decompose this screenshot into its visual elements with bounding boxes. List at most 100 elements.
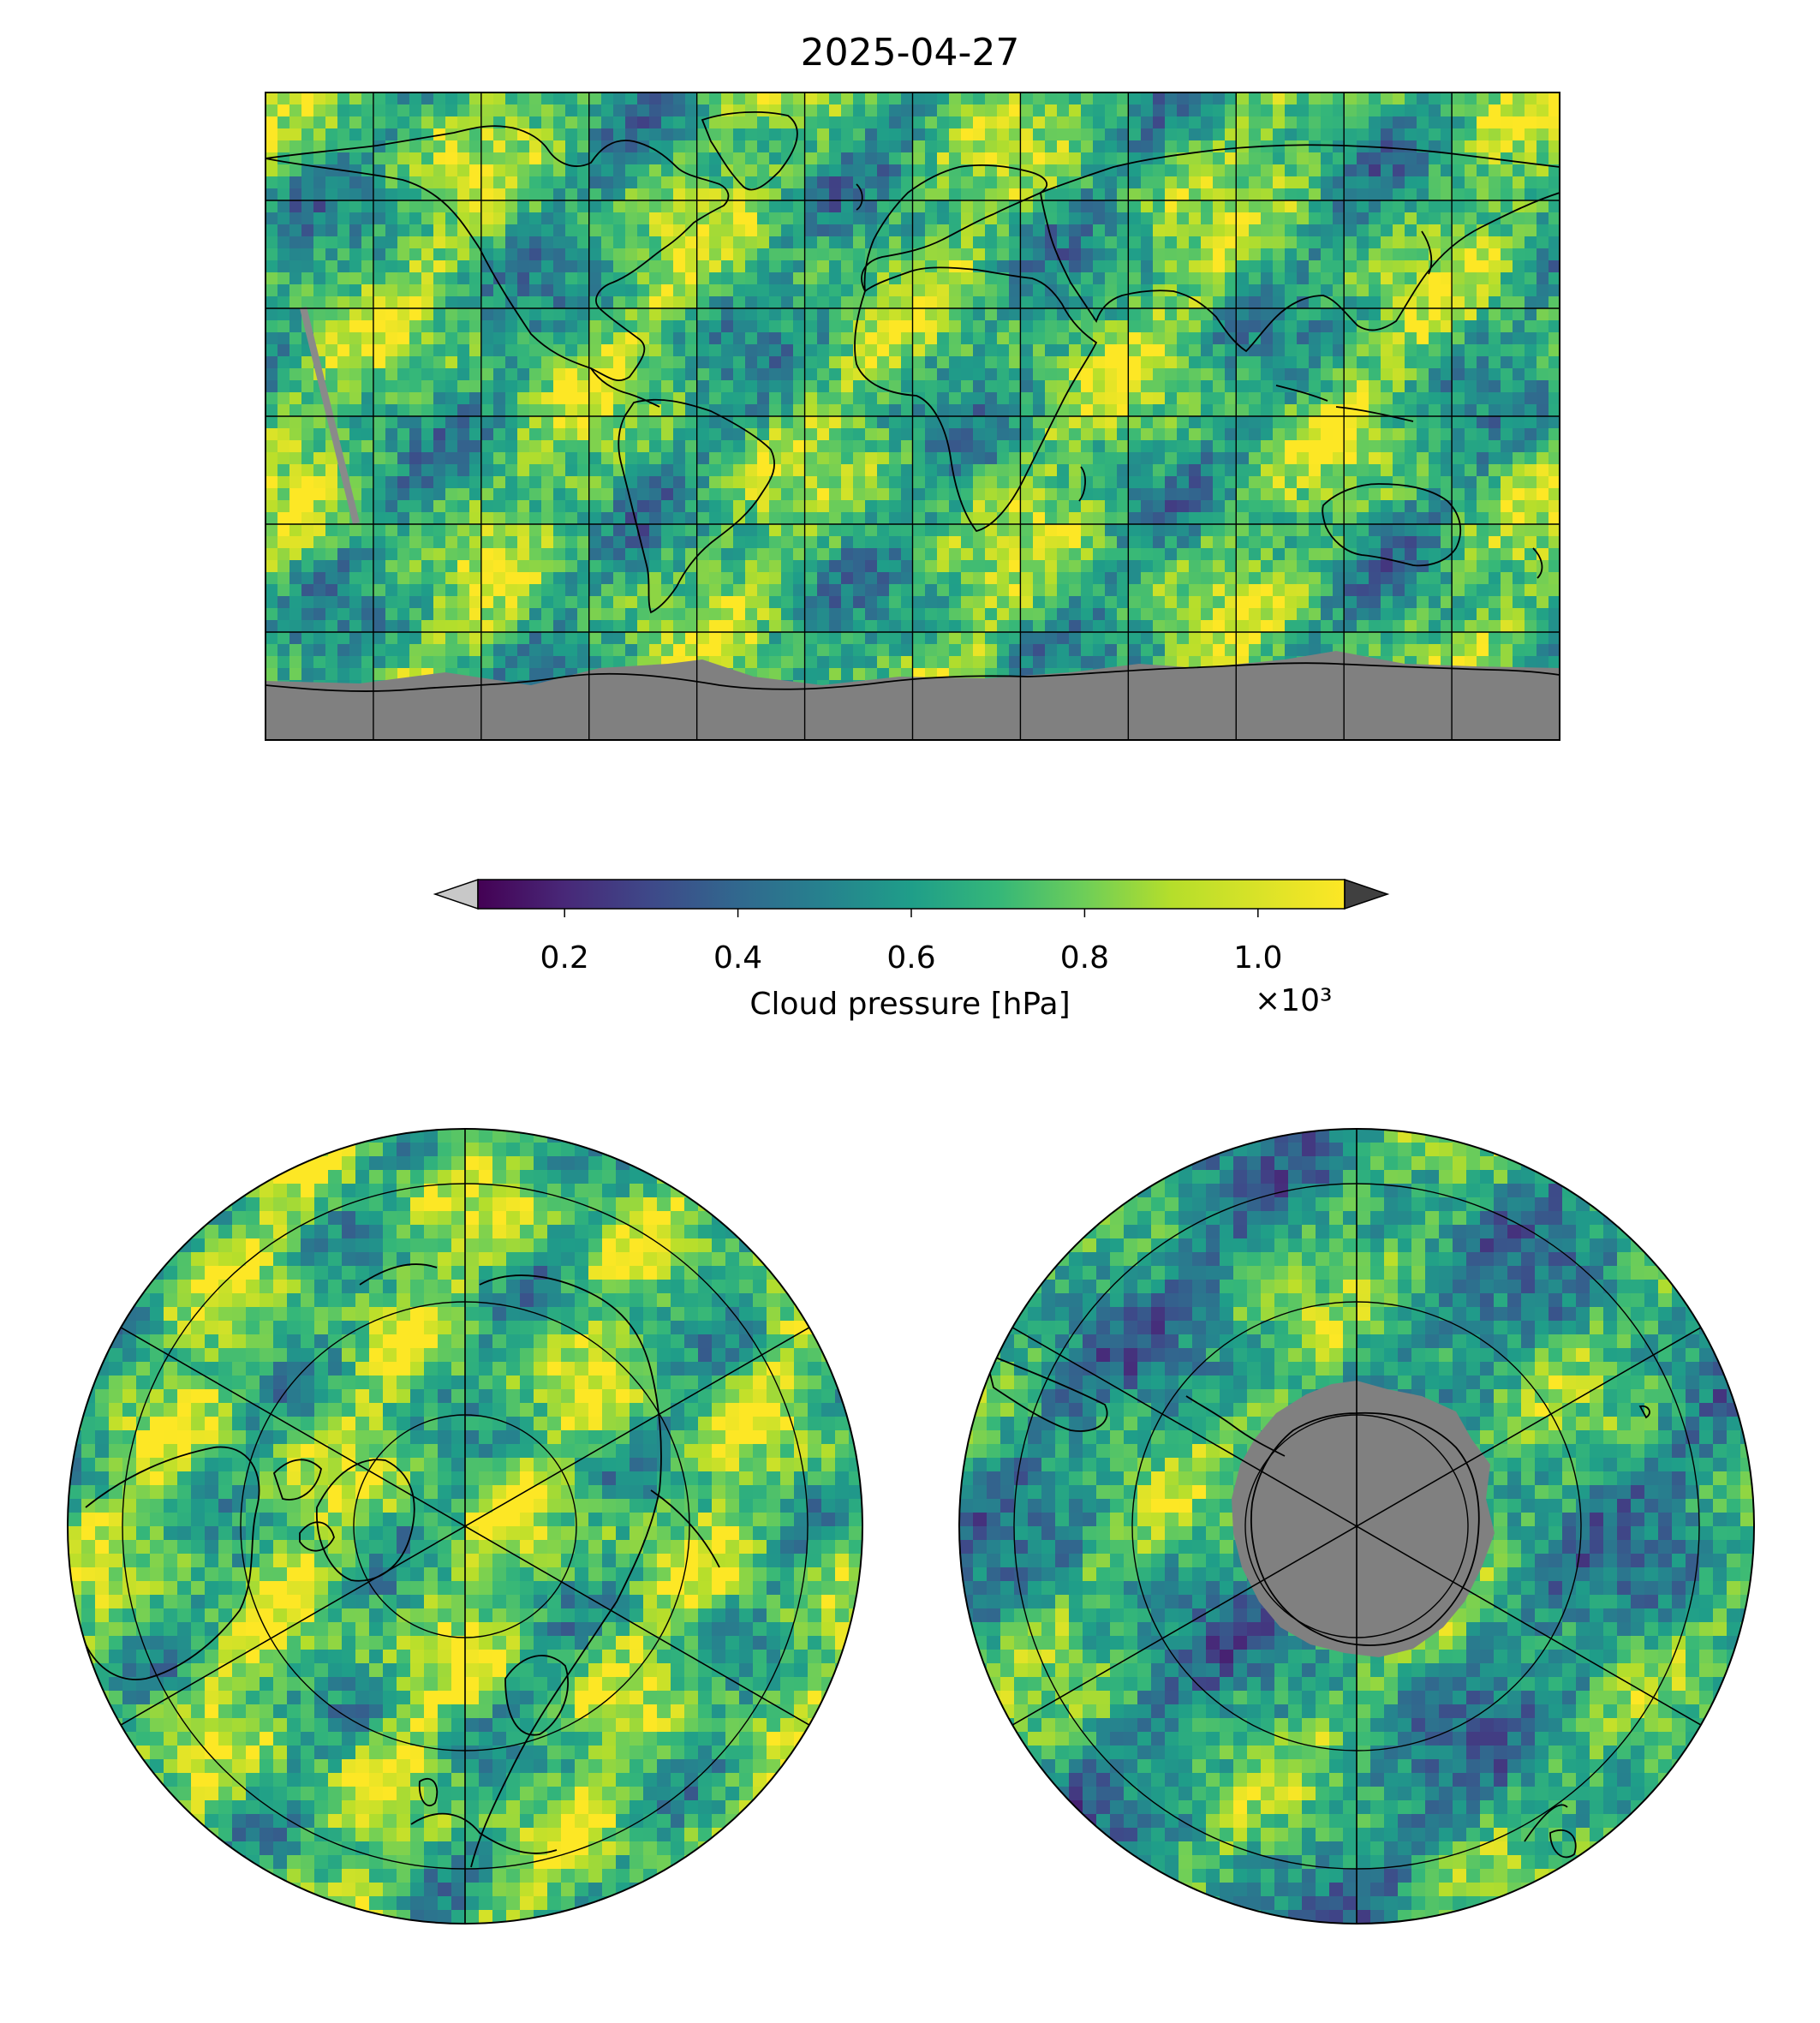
cloud-pixel xyxy=(1249,332,1262,345)
cloud-pixel xyxy=(1321,596,1334,609)
cloud-pixel xyxy=(1141,128,1154,141)
cloud-pixel xyxy=(409,236,422,249)
cloud-pixel xyxy=(1429,284,1441,297)
cloud-pixel xyxy=(1009,560,1022,573)
cloud-pixel xyxy=(781,224,794,237)
cloud-pixel xyxy=(913,116,926,129)
cloud-pixel xyxy=(1309,296,1322,309)
cloud-pixel xyxy=(829,512,842,525)
cloud-pixel xyxy=(1333,608,1346,621)
cloud-pixel xyxy=(1033,392,1046,405)
cloud-pixel xyxy=(433,260,446,273)
cloud-pixel xyxy=(745,284,758,297)
cloud-pixel xyxy=(565,284,578,297)
cloud-pixel xyxy=(1357,92,1369,105)
cloud-pixel xyxy=(397,464,410,477)
cloud-pixel xyxy=(673,128,686,141)
cloud-pixel xyxy=(601,500,614,513)
cloud-pixel xyxy=(817,236,830,249)
cloud-pixel xyxy=(853,212,866,225)
cloud-pixel xyxy=(1249,104,1262,117)
cloud-pixel xyxy=(1117,500,1130,513)
cloud-pixel xyxy=(757,236,770,249)
cloud-pixel xyxy=(913,416,926,429)
cloud-pixel xyxy=(565,248,578,261)
cloud-pixel xyxy=(1165,632,1178,645)
cloud-pixel xyxy=(1117,92,1130,105)
cloud-pixel xyxy=(757,608,770,621)
cloud-pixel xyxy=(481,632,494,645)
cloud-pixel xyxy=(313,176,326,189)
cloud-pixel xyxy=(877,596,890,609)
cloud-pixel xyxy=(625,476,638,489)
cloud-pixel xyxy=(697,572,710,585)
cloud-pixel xyxy=(433,440,446,453)
cloud-pixel xyxy=(745,224,758,237)
cloud-pixel xyxy=(1513,416,1525,429)
cloud-pixel xyxy=(289,356,302,369)
cloud-pixel xyxy=(1501,116,1513,129)
cloud-pixel xyxy=(1381,200,1393,213)
cloud-pixel xyxy=(673,212,686,225)
cloud-pixel xyxy=(1165,272,1178,285)
cloud-pixel xyxy=(337,344,350,357)
cloud-pixel xyxy=(1477,548,1489,561)
cloud-pixel xyxy=(1429,188,1441,201)
cloud-pixel xyxy=(325,296,338,309)
cloud-pixel xyxy=(541,332,554,345)
cloud-pixel xyxy=(697,608,710,621)
cloud-pixel xyxy=(1309,164,1322,177)
cloud-pixel xyxy=(1129,536,1142,549)
cloud-pixel xyxy=(577,236,590,249)
cloud-pixel xyxy=(469,608,482,621)
cloud-pixel xyxy=(1429,476,1441,489)
cloud-pixel xyxy=(313,452,326,465)
cloud-pixel xyxy=(1489,344,1501,357)
cloud-pixel xyxy=(685,440,698,453)
cloud-pixel xyxy=(1021,488,1034,501)
cloud-pixel xyxy=(1441,404,1453,417)
cloud-pixel xyxy=(577,428,590,441)
cloud-pixel xyxy=(841,296,854,309)
cloud-pixel xyxy=(385,524,398,537)
cloud-pixel xyxy=(1261,188,1274,201)
cloud-pixel xyxy=(841,584,854,597)
cloud-pixel xyxy=(1309,152,1322,165)
cloud-pixel xyxy=(1285,632,1298,645)
cloud-pixel xyxy=(301,176,314,189)
cloud-pixel xyxy=(1117,464,1130,477)
cloud-pixel xyxy=(937,284,950,297)
cloud-pixel xyxy=(1393,164,1405,177)
cloud-pixel xyxy=(1045,620,1058,633)
cloud-pixel xyxy=(397,488,410,501)
cloud-pixel xyxy=(793,212,806,225)
cloud-pixel xyxy=(1273,140,1286,153)
cloud-pixel xyxy=(685,512,698,525)
cloud-pixel xyxy=(1369,632,1381,645)
cloud-pixel xyxy=(541,500,554,513)
cloud-pixel xyxy=(433,344,446,357)
cloud-pixel xyxy=(1417,332,1429,345)
cloud-pixel xyxy=(1333,356,1346,369)
cloud-pixel xyxy=(865,560,878,573)
cloud-pixel xyxy=(1057,428,1070,441)
cloud-pixel xyxy=(553,404,566,417)
cloud-pixel xyxy=(1381,572,1393,585)
cloud-pixel xyxy=(517,428,530,441)
cloud-pixel xyxy=(973,332,986,345)
cloud-pixel xyxy=(553,440,566,453)
cloud-pixel xyxy=(529,248,542,261)
cloud-pixel xyxy=(1381,596,1393,609)
cloud-pixel xyxy=(925,548,938,561)
cloud-pixel xyxy=(1441,152,1453,165)
cloud-pixel xyxy=(661,536,674,549)
cloud-pixel xyxy=(685,140,698,153)
cloud-pixel xyxy=(385,572,398,585)
cloud-pixel xyxy=(349,536,362,549)
cloud-pixel xyxy=(1513,488,1525,501)
cloud-pixel xyxy=(1117,140,1130,153)
cloud-pixel xyxy=(1285,584,1298,597)
cloud-pixel xyxy=(709,308,722,321)
cloud-pixel xyxy=(493,620,506,633)
cloud-pixel xyxy=(1405,236,1417,249)
